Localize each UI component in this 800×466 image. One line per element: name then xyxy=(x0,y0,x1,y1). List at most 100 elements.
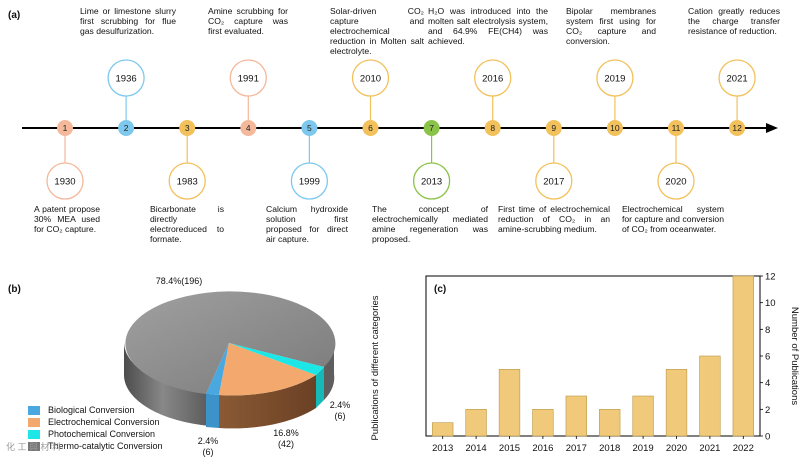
bar-2014 xyxy=(465,409,487,437)
bar-2018 xyxy=(599,409,621,437)
pie-slice-photo xyxy=(229,343,324,375)
watermark: 化 工 與 材 料 xyxy=(6,442,62,452)
timeline: 1930 1 1936 2 1983 3 1991 4 1999 5 2010 6 2013 7 2016 8… xyxy=(22,59,778,200)
year-circle-2013 xyxy=(412,162,451,200)
timeline-node-1 xyxy=(57,120,73,136)
pie-label-photo-pct: 2.4% xyxy=(329,400,351,410)
y-tick-label-12: 12 xyxy=(765,272,776,283)
pie-side-thermo-right xyxy=(324,343,335,400)
legend-swatch-photo xyxy=(28,429,40,439)
timeline-node-number-2: 2 xyxy=(124,123,129,133)
panel-label-a: (a) xyxy=(8,10,21,21)
pie-side-electro xyxy=(219,375,316,429)
bar-2017 xyxy=(565,395,587,437)
year-label-2010: 2010 xyxy=(360,74,381,85)
pie-label-photo: 2.4% (6) xyxy=(322,400,358,422)
year-circle-2021 xyxy=(718,59,756,97)
left-axis-title: Publications of different categories xyxy=(370,295,381,440)
year-circle-1936 xyxy=(107,59,145,97)
year-label-1930: 1930 xyxy=(54,177,75,188)
bar-2020 xyxy=(665,369,688,437)
x-tick-label-2021: 2021 xyxy=(699,443,720,454)
bar-2016 xyxy=(532,409,554,437)
legend-photo: Photochemical Conversion xyxy=(28,429,155,439)
legend-label-photo: Photochemical Conversion xyxy=(48,429,156,439)
pie-label-bio-count: (6) xyxy=(202,447,214,457)
pie-slice-electro xyxy=(219,343,316,396)
year-label-1999: 1999 xyxy=(299,177,320,188)
bar-chart: 2013 2014 2015 2016 2017 2018 2019 2020 2021 2022… xyxy=(370,272,800,455)
x-tick-label-2018: 2018 xyxy=(599,443,620,454)
pie-side-photo xyxy=(316,367,324,408)
timeline-node-number-5: 5 xyxy=(307,123,312,133)
x-tick-label-2019: 2019 xyxy=(633,443,654,454)
timeline-node-11 xyxy=(668,120,684,136)
year-label-1936: 1936 xyxy=(116,74,137,85)
x-tick-label-2017: 2017 xyxy=(566,443,587,454)
timeline-node-4 xyxy=(240,120,257,136)
event-1999: Calcium hydroxide solution first propose… xyxy=(266,204,348,244)
panel-label-b: (b) xyxy=(8,284,21,295)
y-tick-label-6: 6 xyxy=(765,352,770,363)
timeline-node-8 xyxy=(484,120,501,136)
legend-swatch-bio xyxy=(28,405,40,415)
event-2017: First time of electrochemical reduction … xyxy=(498,204,610,234)
pie-slice-thermo xyxy=(125,291,336,394)
timeline-node-3 xyxy=(179,120,196,136)
x-tick-label-2015: 2015 xyxy=(499,443,520,454)
timeline-node-10 xyxy=(606,120,623,136)
legend-label-electro: Electrochemical Conversion xyxy=(48,417,160,427)
pie-chart-3d xyxy=(124,291,336,429)
timeline-node-number-8: 8 xyxy=(490,123,495,133)
bar-2021 xyxy=(699,355,721,437)
timeline-node-number-3: 3 xyxy=(185,123,190,133)
panel-label-c: (c) xyxy=(434,284,447,295)
pie-slice-bio xyxy=(206,343,229,395)
y-tick-label-10: 10 xyxy=(765,298,776,309)
year-label-2016: 2016 xyxy=(482,74,503,85)
timeline-node-number-4: 4 xyxy=(246,123,251,133)
legend-label-bio: Biological Conversion xyxy=(48,405,135,415)
event-2021: Cation greatly reduces the charge transf… xyxy=(688,6,780,36)
bar-2022 xyxy=(732,275,754,437)
timeline-node-7 xyxy=(423,120,440,136)
timeline-node-number-12: 12 xyxy=(732,123,742,133)
year-circle-2016 xyxy=(474,59,512,97)
year-label-1983: 1983 xyxy=(177,177,198,188)
year-label-2019: 2019 xyxy=(604,74,625,85)
legend-swatch-electro xyxy=(28,417,40,427)
legend-label-thermo: Thermo-catalytic Conversion xyxy=(48,441,163,451)
bar-2013 xyxy=(432,422,454,437)
year-circle-1999 xyxy=(290,162,329,200)
year-label-2017: 2017 xyxy=(543,177,564,188)
year-circle-2017 xyxy=(535,162,573,200)
y-tick-label-8: 8 xyxy=(765,325,770,336)
y-tick-label-0: 0 xyxy=(765,432,770,443)
legend-thermo: Thermo-catalytic Conversion xyxy=(28,441,163,451)
timeline-node-number-7: 7 xyxy=(429,123,434,133)
pie-label-bio-pct: 2.4% xyxy=(197,436,219,446)
legend-bio: Biological Conversion xyxy=(28,405,135,415)
legend-electro: Electrochemical Conversion xyxy=(28,417,160,427)
bar-2015 xyxy=(498,369,521,437)
timeline-node-2 xyxy=(118,120,135,136)
timeline-node-number-10: 10 xyxy=(610,123,620,133)
event-2019: Bipolar membranes system first using for… xyxy=(566,6,656,46)
year-circle-2019 xyxy=(596,59,634,97)
year-label-2020: 2020 xyxy=(665,177,686,188)
x-tick-label-2020: 2020 xyxy=(666,443,687,454)
bar-2019 xyxy=(632,395,654,437)
year-circle-2020 xyxy=(657,162,695,200)
pie-label-electro-count: (42) xyxy=(277,439,294,449)
year-label-1991: 1991 xyxy=(238,74,259,85)
event-1991: Amine scrubbing for CO₂ capture was firs… xyxy=(208,6,288,36)
x-tick-label-2014: 2014 xyxy=(466,443,487,454)
x-tick-label-2016: 2016 xyxy=(532,443,553,454)
pie-label-electro-pct: 16.8% xyxy=(273,428,299,438)
year-circle-1983 xyxy=(168,162,206,200)
pie-side-bio xyxy=(206,394,219,428)
event-1936: Lime or limestone slurry first scrubbing… xyxy=(80,6,176,36)
timeline-node-12 xyxy=(729,120,746,136)
event-2013: The concept of electrochemically mediate… xyxy=(372,204,488,244)
year-label-2013: 2013 xyxy=(421,177,442,188)
